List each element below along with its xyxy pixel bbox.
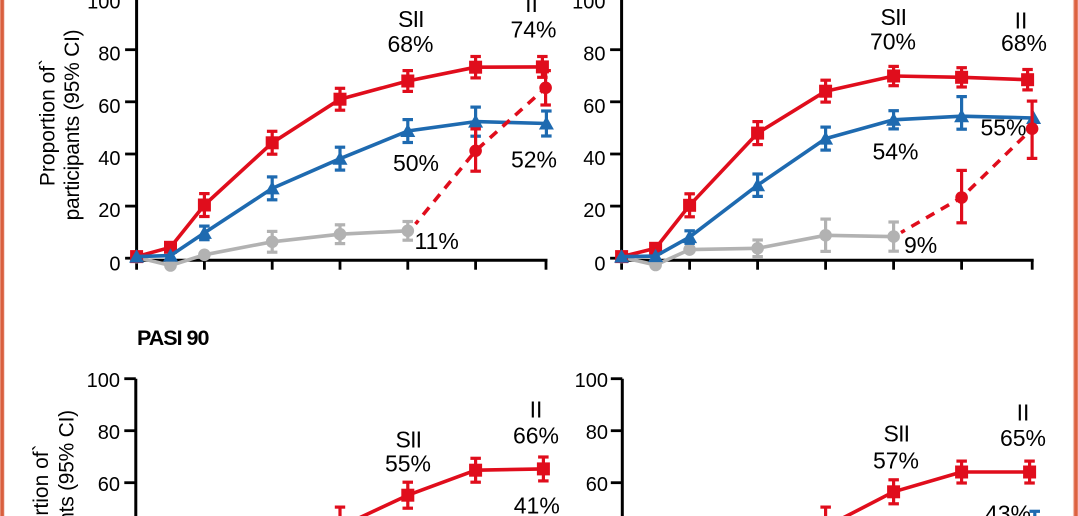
svg-text:68%: 68% [1001,30,1047,56]
svg-text:52%: 52% [511,147,557,173]
svg-text:68%: 68% [387,31,433,57]
svg-text:II: II [1015,8,1028,34]
svg-text:20: 20 [583,200,605,222]
svg-text:66%: 66% [513,423,559,449]
svg-text:Proportion of`: Proportion of` [37,59,60,186]
svg-text:65%: 65% [1000,425,1046,451]
svg-text:40: 40 [98,148,120,170]
svg-text:100: 100 [575,370,608,392]
svg-text:SII: SII [884,421,910,447]
svg-text:9%: 9% [904,232,937,258]
svg-text:80: 80 [98,422,120,444]
svg-text:54%: 54% [872,139,918,165]
svg-text:80: 80 [98,44,120,66]
svg-text:60: 60 [583,96,605,118]
svg-text:11%: 11% [415,228,459,254]
svg-text:0: 0 [109,254,120,276]
svg-text:55%: 55% [385,451,431,477]
svg-text:Proportion of`: Proportion of` [30,444,53,516]
svg-text:SII: SII [396,427,422,453]
svg-text:55%: 55% [980,115,1026,141]
svg-text:100: 100 [87,0,120,14]
svg-text:74%: 74% [510,17,556,43]
svg-text:II: II [1017,400,1030,426]
svg-text:100: 100 [572,0,605,14]
svg-text:40: 40 [583,148,605,170]
svg-text:SII: SII [881,4,907,30]
svg-text:II: II [525,0,538,17]
svg-text:0: 0 [594,254,605,276]
svg-text:100: 100 [87,370,120,392]
svg-text:participants (95% CI): participants (95% CI) [61,30,84,221]
svg-text:80: 80 [583,44,605,66]
svg-text:50%: 50% [393,150,439,176]
svg-text:II: II [530,397,543,423]
svg-text:60: 60 [586,474,608,496]
svg-text:20: 20 [98,200,120,222]
svg-text:41%: 41% [514,493,560,516]
svg-text:60: 60 [98,96,120,118]
svg-text:80: 80 [586,422,608,444]
svg-text:60: 60 [98,474,120,496]
svg-text:PASI 90: PASI 90 [137,326,210,350]
svg-text:SII: SII [398,6,424,32]
svg-text:57%: 57% [873,448,919,474]
svg-text:70%: 70% [870,29,916,55]
svg-text:43%: 43% [985,501,1031,516]
svg-text:participants (95% CI): participants (95% CI) [56,410,79,516]
